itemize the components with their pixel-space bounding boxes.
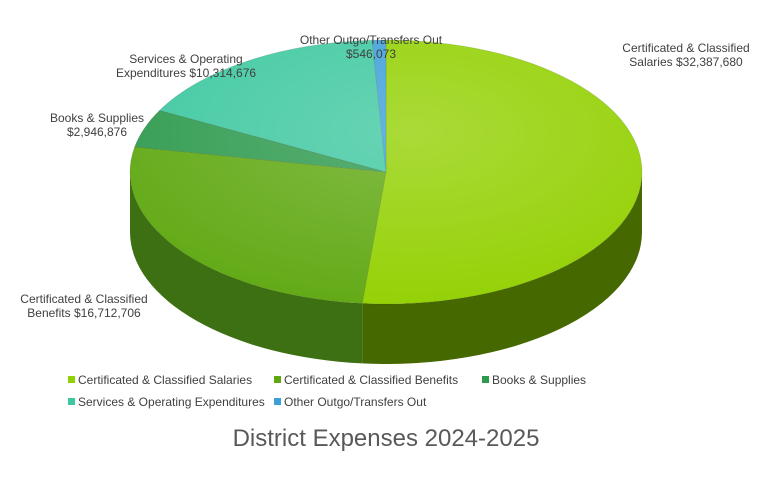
legend-label-certificated-classified-salaries: Certificated & Classified Salaries — [78, 373, 252, 387]
legend-swatch-services-operating-expenditures — [68, 398, 75, 405]
legend-item-services-operating-expenditures: Services & Operating Expenditures — [68, 395, 265, 409]
legend-item-certificated-classified-benefits: Certificated & Classified Benefits — [274, 373, 458, 387]
legend-label-other-outgo-transfers-out: Other Outgo/Transfers Out — [284, 395, 427, 409]
data-label-certificated-classified-salaries: Certificated & Classified Salaries $32,38… — [622, 41, 749, 69]
legend-swatch-certificated-classified-benefits — [274, 376, 281, 383]
legend-swatch-other-outgo-transfers-out — [274, 398, 281, 405]
legend-label-services-operating-expenditures: Services & Operating Expenditures — [78, 395, 265, 409]
data-label-other-outgo-transfers-out: Other Outgo/Transfers Out $546,073 — [300, 33, 443, 61]
data-labels: Certificated & Classified Salaries $32,38… — [20, 33, 749, 320]
legend: Certificated & Classified Salaries Certif… — [68, 373, 586, 409]
legend-item-other-outgo-transfers-out: Other Outgo/Transfers Out — [274, 395, 427, 409]
pie-sheen — [130, 40, 642, 304]
legend-label-books-supplies: Books & Supplies — [492, 373, 586, 387]
pie-sides — [130, 172, 642, 364]
data-label-services-operating-expenditures: Services & Operating Expenditures $10,314… — [116, 52, 256, 80]
chart-title: District Expenses 2024-2025 — [233, 425, 540, 452]
data-label-books-supplies: Books & Supplies $2,946,876 — [50, 111, 144, 139]
legend-swatch-certificated-classified-salaries — [68, 376, 75, 383]
legend-label-certificated-classified-benefits: Certificated & Classified Benefits — [284, 373, 458, 387]
legend-item-books-supplies: Books & Supplies — [482, 373, 586, 387]
pie-side-certificated-classified-benefits — [130, 172, 363, 364]
data-label-certificated-classified-benefits: Certificated & Classified Benefits $16,71… — [20, 292, 147, 320]
pie-side-certificated-classified-salaries — [362, 172, 642, 364]
legend-item-certificated-classified-salaries: Certificated & Classified Salaries — [68, 373, 252, 387]
legend-swatch-books-supplies — [482, 376, 489, 383]
